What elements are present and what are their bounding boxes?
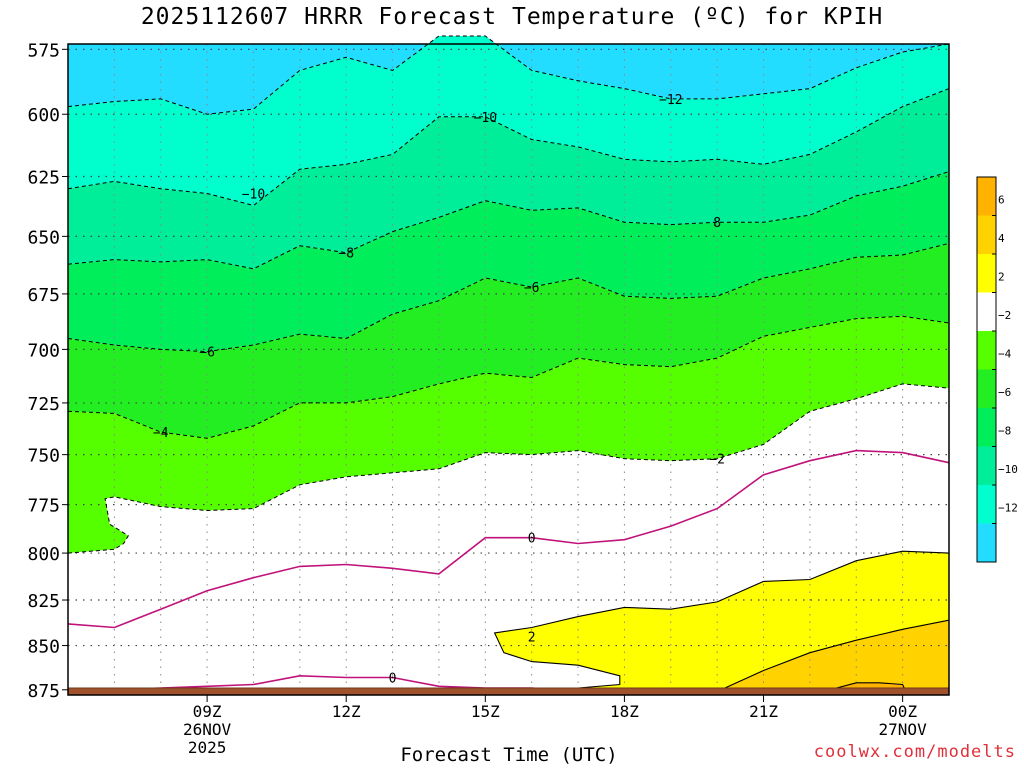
contour-label: 2 (528, 631, 536, 646)
x-tick-label: 15Z (471, 702, 500, 721)
band-cyan (68, 36, 949, 115)
chart-title: 2025112607 HRRR Forecast Temperature (ºC… (140, 4, 884, 30)
contour-label: 0 (389, 672, 397, 687)
x-tick-label: 09Z (193, 702, 222, 721)
y-tick-label: 875 (27, 681, 60, 702)
colorbar-swatch (977, 446, 996, 485)
y-tick-label: 850 (27, 637, 60, 658)
x-tick-label: 27NOV (879, 720, 928, 739)
contour-label: −8 (338, 247, 354, 262)
colorbar-swatch (977, 177, 996, 216)
x-tick-label: 00Z (888, 702, 917, 721)
x-axis-label: Forecast Time (UTC) (400, 744, 618, 766)
y-tick-label: 700 (27, 340, 60, 361)
contour-line (67, 242, 950, 353)
contour-line (67, 35, 950, 115)
contour-label: −12 (659, 93, 682, 108)
colorbar-label: −10 (998, 463, 1018, 476)
plot-frame (67, 43, 950, 696)
colorbar-swatch (977, 523, 996, 562)
contour-label: −6 (199, 346, 215, 361)
contour-label: −10 (474, 111, 497, 126)
contour-label: −4 (153, 426, 169, 441)
band-green-dark (68, 171, 949, 352)
colorbar-label: 6 (998, 194, 1005, 207)
band-green-light (68, 316, 949, 554)
y-tick-label: 825 (27, 591, 60, 612)
contour-line (493, 550, 950, 689)
y-tick-label: 725 (27, 394, 60, 415)
contour-labels: −12 −10 −10 −8 8 −6 −6 −4 −2 0 0 2 (153, 93, 725, 687)
x-tick-label: 21Z (749, 702, 778, 721)
band-teal (68, 88, 949, 269)
credit-link[interactable]: coolwx.com/modelts (813, 742, 1016, 762)
contour-line (67, 171, 950, 270)
colorbar-label: −12 (998, 502, 1018, 515)
y-tick-label: 750 (27, 446, 60, 467)
contour-label: −10 (242, 187, 265, 202)
colorbar: 6 4 2 −2 −4 −6 −8 −10 −12 (976, 176, 1018, 563)
colorbar-label: −8 (998, 425, 1011, 438)
y-tick-label: 800 (27, 544, 60, 565)
y-tick-label: 625 (27, 168, 60, 189)
x-tick-label: 18Z (610, 702, 639, 721)
colorbar-swatch (977, 485, 996, 524)
x-tick-label: 2025 (188, 738, 227, 757)
y-tick-label: 575 (27, 40, 60, 61)
colorbar-swatch (977, 369, 996, 408)
contour-line (67, 449, 950, 629)
band-aqua (68, 36, 949, 206)
colorbar-swatch (977, 331, 996, 370)
terrain-bar (68, 688, 949, 695)
x-tick-label: 12Z (332, 702, 361, 721)
colorbar-label: −4 (998, 348, 1012, 361)
band-gold (694, 620, 949, 695)
colorbar-swatch (977, 292, 996, 331)
contour-line (67, 88, 950, 207)
contour-label: 8 (713, 216, 721, 231)
y-tick-label: 600 (27, 105, 60, 126)
colorbar-swatch (977, 215, 996, 254)
colorbar-swatch (977, 408, 996, 447)
contour-label: −6 (524, 281, 540, 296)
contour-line (67, 315, 950, 439)
colorbar-swatch (977, 254, 996, 293)
y-tick-label: 675 (27, 285, 60, 306)
contour-label: −2 (709, 453, 725, 468)
y-tick-label: 775 (27, 496, 60, 517)
contour-label: 0 (528, 532, 536, 547)
colorbar-label: −2 (998, 309, 1011, 322)
temperature-bands (68, 36, 949, 695)
x-tick-label: 26NOV (183, 720, 232, 739)
terrain-ground (68, 687, 949, 695)
colorbar-label: 2 (998, 271, 1005, 284)
colorbar-label: 4 (998, 232, 1005, 245)
contour-lines (67, 35, 950, 696)
axes: 5756006256506757007257507758008258508750… (27, 40, 950, 757)
y-tick-label: 650 (27, 227, 60, 248)
contour-line (67, 383, 950, 554)
colorbar-label: −6 (998, 386, 1011, 399)
